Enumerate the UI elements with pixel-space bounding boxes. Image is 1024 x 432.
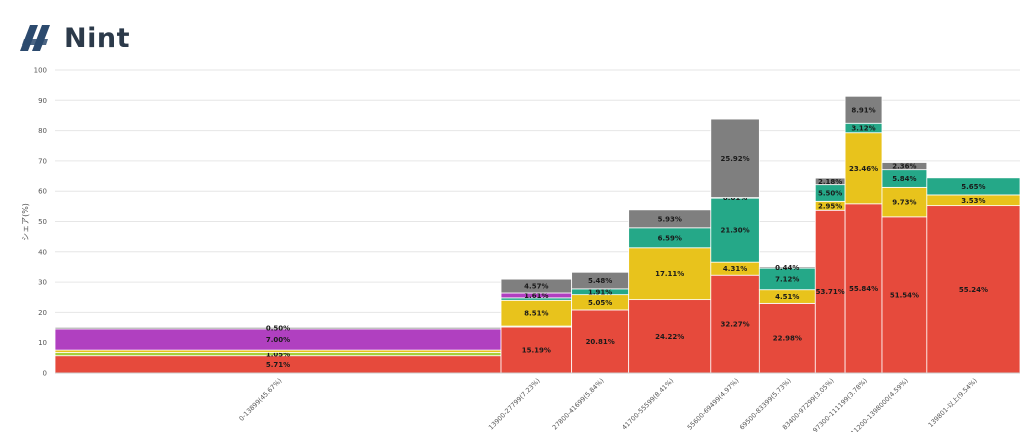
logo-text: Nint [64,22,130,54]
data-label: 1.05% [266,351,290,359]
bar-segment-s6 [881,162,928,171]
data-label: 8.51% [524,310,548,318]
x-tick-label: 139801-以上(9.54%) [926,376,979,429]
data-label: 5.48% [588,277,612,285]
y-tick-label: 30 [38,279,47,287]
y-tick-label: 90 [38,97,47,105]
data-label: 5.71% [266,361,290,369]
x-tick-label: 13900-27799(7.23%) [487,377,542,432]
y-tick-label: 0 [43,370,47,378]
data-label: 9.73% [892,199,916,207]
data-label: 8.91% [851,106,875,114]
bar-segment-s4 [710,197,760,263]
y-tick-label: 60 [38,188,47,196]
data-label: 4.31% [723,265,747,273]
x-tick-label: 55600-69499(4.97%) [686,377,741,432]
data-label: 4.57% [524,283,548,291]
data-label: 21.30% [720,226,749,234]
data-label: 2.18% [818,178,842,186]
data-label: 55.24% [959,286,988,294]
x-tick-label: 0-13899(45.67%) [237,377,283,423]
data-label: 2.95% [818,202,842,210]
data-label: 1.61% [524,292,548,300]
y-tick-label: 20 [38,309,47,317]
y-tick-label: 50 [38,218,47,226]
y-tick-label: 80 [38,127,47,135]
data-label: 3.53% [961,197,985,205]
data-label: 5.84% [892,175,916,183]
data-label: 3.12% [851,124,875,132]
nint-logo-icon [20,25,50,51]
bar-segment-s3 [844,132,883,205]
data-label: 0.01% [723,194,747,202]
data-label: 5.93% [658,215,682,223]
data-label: 15.19% [522,346,551,354]
y-tick-label: 70 [38,157,47,165]
x-tick-label: 41700-55599(8.41%) [620,377,675,432]
data-label: 5.05% [588,299,612,307]
data-label: 22.98% [773,335,802,343]
bar-segment-s1 [500,326,573,374]
data-label: 0.50% [266,325,290,333]
bar-segment-s6 [844,95,883,124]
y-tick-label: 100 [34,67,47,75]
bar-segment-s1 [628,299,712,374]
data-label: 32.27% [720,321,749,329]
data-label: 0.44% [775,264,799,272]
bar-segment-s1 [926,205,1021,374]
data-label: 7.12% [775,275,799,283]
data-label: 7.00% [266,336,290,344]
data-label: 2.36% [892,163,916,171]
data-label: 20.81% [586,338,615,346]
bar-segment-s6 [710,118,760,198]
data-label: 23.46% [849,165,878,173]
data-label: 5.50% [818,189,842,197]
data-label: 5.65% [961,183,985,191]
x-tick-label: 27800-41699(5.84%) [551,377,606,432]
y-tick-label: 10 [38,339,47,347]
data-label: 6.59% [658,234,682,242]
y-axis-label: シェア(%) [21,203,30,241]
y-tick-label: 40 [38,248,47,256]
data-label: 24.22% [655,333,684,341]
bar-segment-s3 [628,247,712,301]
bar-segment-s4 [926,177,1021,196]
data-label: 25.92% [720,155,749,163]
data-label: 1.91% [588,288,612,296]
data-label: 17.11% [655,270,684,278]
nint-logo: Nint [18,20,130,56]
data-label: 53.71% [816,288,845,296]
data-label: 4.51% [775,293,799,301]
data-label: 55.84% [849,285,878,293]
data-label: 51.54% [890,291,919,299]
